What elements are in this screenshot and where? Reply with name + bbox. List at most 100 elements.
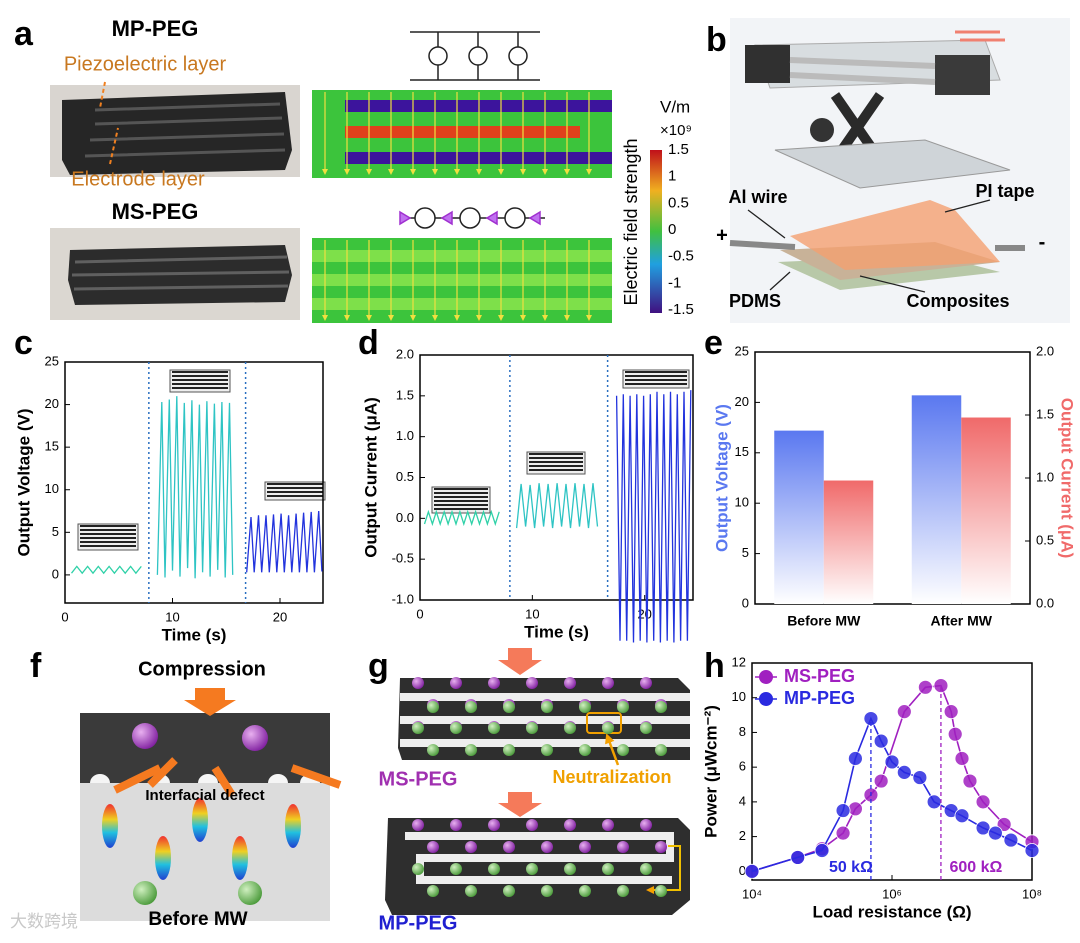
y-tick-label: 5 [742, 545, 749, 560]
colorbar-tick: 1.5 [668, 141, 689, 158]
panel-f-diagram-ellipse [285, 804, 301, 848]
region-label: Interfacial defect [145, 787, 264, 804]
series-line [423, 509, 500, 527]
colorbar-tick: 0.5 [668, 194, 689, 211]
charge [503, 841, 515, 853]
panel-a-photos-path [84, 102, 286, 158]
charge [427, 841, 439, 853]
x-tick-label: 0 [416, 606, 423, 621]
inset-layer [172, 371, 228, 373]
charge [503, 885, 515, 897]
inset-layer [172, 383, 228, 385]
y-tick-label: 8 [739, 724, 746, 739]
charge [617, 841, 629, 853]
legend-label: MS-PEG [784, 666, 855, 686]
inset-layer [80, 545, 136, 547]
part-label: Composites [906, 291, 1009, 311]
charge [488, 863, 500, 875]
polarity: - [1039, 231, 1046, 253]
panel-g-diagram-rect [400, 693, 690, 701]
panel-f-diagram-ellipse [232, 836, 248, 880]
panel-f-diagram-circle [132, 723, 158, 749]
series-line [515, 483, 599, 529]
charge [465, 841, 477, 853]
panel-a-field-rect [312, 298, 612, 310]
y-tick-label: 12 [732, 654, 746, 669]
inset-layer [80, 541, 136, 543]
bar [774, 430, 824, 604]
y-axis-title: Output Voltage (V) [14, 409, 33, 557]
inset-layer [80, 525, 136, 527]
y-tick-label: 1.0 [396, 428, 414, 443]
charge [488, 722, 500, 734]
charge [503, 744, 515, 756]
circuit-icons-path [399, 210, 541, 226]
point [873, 733, 889, 749]
point [947, 726, 963, 742]
x-tick-label: 10⁶ [882, 886, 902, 901]
panel-a-photos [50, 81, 300, 320]
charge [526, 863, 538, 875]
panel-label: g [368, 647, 389, 685]
y-axis-title: Power (μWcm⁻²) [701, 705, 720, 838]
charge [579, 841, 591, 853]
charge [465, 885, 477, 897]
y-tick-label: -0.5 [392, 551, 414, 566]
panel-f-diagram-polygon [184, 688, 236, 716]
inset-layer [625, 383, 687, 385]
charge [617, 885, 629, 897]
charge [602, 819, 614, 831]
y-tick-label: 2.0 [396, 346, 414, 361]
charge [427, 701, 439, 713]
charge [640, 863, 652, 875]
circuit-icons [399, 31, 545, 229]
part-label: PDMS [729, 291, 781, 311]
field-arrows [322, 92, 592, 321]
point [1003, 832, 1019, 848]
y-tick-label: 25 [45, 353, 59, 368]
panel-b-setup-line [729, 240, 796, 250]
panel-g-diagram-polygon [498, 648, 542, 675]
inset-layer [434, 488, 488, 490]
charge [617, 744, 629, 756]
series-line [751, 716, 1033, 873]
sample-label: MP-PEG [379, 912, 458, 934]
charge [640, 819, 652, 831]
bar [823, 480, 874, 604]
circuit-icons-circle [508, 46, 528, 66]
colorbar-tick: 0 [668, 221, 676, 238]
charge [655, 701, 667, 713]
x-tick-label: After MW [931, 613, 993, 629]
y-tick-label: 0 [739, 863, 746, 878]
y2-tick-label: 1.0 [1036, 469, 1054, 484]
bar [911, 395, 962, 604]
inset-layer [434, 504, 488, 506]
point [917, 679, 933, 695]
charge [412, 863, 424, 875]
colorbar-tick: -1 [668, 274, 681, 291]
panel-f-diagram-ellipse [192, 798, 208, 842]
inset-layer [529, 469, 583, 471]
charge [526, 819, 538, 831]
inset-layer [529, 465, 583, 467]
x-tick-label: 10⁴ [742, 886, 762, 901]
state-label: Before MW [148, 909, 247, 930]
part-label: PI tape [975, 181, 1034, 201]
bar [961, 417, 1011, 604]
y-axis-title: Output Current (μA) [361, 397, 380, 558]
panel-g-diagram-rect [586, 712, 622, 734]
circuit-icons-circle [504, 207, 526, 229]
panel-b-setup-path [747, 199, 991, 293]
charges [412, 677, 667, 897]
charge [640, 677, 652, 689]
point [790, 850, 806, 865]
inset-layer [267, 487, 323, 489]
charge [564, 863, 576, 875]
layer-label: Piezoelectric layer [64, 53, 227, 75]
point [926, 794, 942, 810]
panel-g-diagram [385, 648, 690, 915]
panel-a-field-rect [650, 150, 662, 313]
inset-layer [625, 375, 687, 377]
legend-label: MP-PEG [784, 688, 855, 708]
